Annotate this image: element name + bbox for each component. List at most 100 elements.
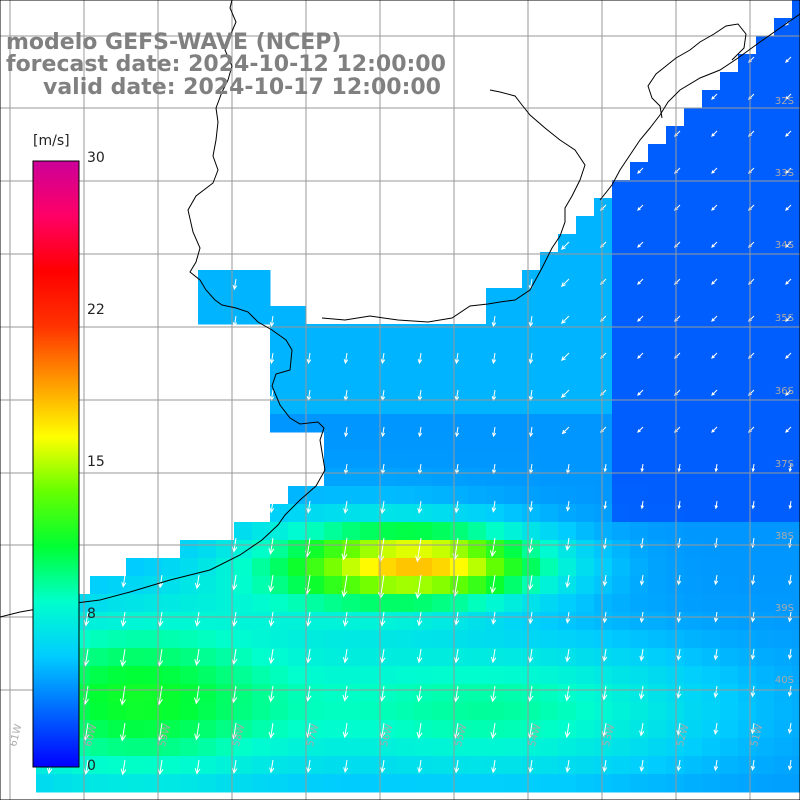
wind-cell	[666, 414, 685, 433]
wind-cell	[144, 612, 163, 631]
wind-cell	[540, 702, 559, 721]
wind-arrow	[343, 352, 349, 365]
wind-cell	[108, 666, 127, 685]
wind-cell	[684, 720, 703, 739]
wind-cell	[414, 774, 433, 793]
wind-cell	[450, 594, 469, 613]
wind-cell	[342, 486, 361, 505]
wind-arrow	[601, 685, 608, 701]
wind-cell	[180, 666, 199, 685]
wind-cell	[558, 342, 577, 361]
wind-cell	[684, 594, 703, 613]
wind-cell	[756, 288, 775, 307]
wind-cell	[756, 126, 775, 145]
wind-cell	[450, 648, 469, 667]
wind-cell	[306, 648, 325, 667]
wind-cell	[324, 414, 343, 433]
wind-cell	[468, 378, 487, 397]
wind-arrow	[785, 241, 792, 248]
wind-cell	[504, 342, 523, 361]
wind-cell	[594, 576, 613, 595]
wind-cell	[198, 612, 217, 631]
wind-cell	[468, 450, 487, 469]
wind-cell	[612, 648, 631, 667]
wind-cell	[288, 324, 307, 343]
wind-cell	[594, 324, 613, 343]
wind-cell	[540, 576, 559, 595]
wind-cell	[558, 360, 577, 379]
wind-cell	[612, 558, 631, 577]
wind-cell	[720, 252, 739, 271]
wind-cell	[702, 540, 721, 559]
wind-cell	[666, 180, 685, 199]
wind-cell	[504, 468, 523, 487]
wind-cell	[738, 342, 757, 361]
wind-cell	[630, 378, 649, 397]
wind-cell	[378, 522, 397, 541]
wind-cell	[198, 288, 217, 307]
wind-cell	[684, 522, 703, 541]
wind-cell	[234, 684, 253, 703]
wind-cell	[270, 648, 289, 667]
wind-cell	[504, 720, 523, 739]
wind-cell	[126, 720, 145, 739]
wind-cell	[738, 522, 757, 541]
wind-cell	[450, 504, 469, 523]
wind-cell	[252, 306, 271, 325]
wind-cell	[342, 342, 361, 361]
wind-cell	[522, 270, 541, 289]
wind-cell	[504, 630, 523, 649]
wind-cell	[54, 774, 73, 793]
wind-cell	[306, 558, 325, 577]
wind-arrow	[269, 352, 275, 365]
wind-cell	[738, 738, 757, 757]
wind-cell	[306, 342, 325, 361]
wind-cell	[792, 54, 800, 73]
wind-cell	[108, 576, 127, 595]
wind-cell	[666, 738, 685, 757]
wind-cell	[720, 342, 739, 361]
wind-cell	[792, 72, 800, 91]
wind-cell	[288, 414, 307, 433]
wind-cell	[414, 324, 433, 343]
wind-cell	[648, 594, 667, 613]
wind-cell	[576, 342, 595, 361]
wind-cell	[522, 648, 541, 667]
wind-cell	[324, 468, 343, 487]
wind-cell	[162, 558, 181, 577]
wind-cell	[702, 702, 721, 721]
wind-cell	[720, 450, 739, 469]
wind-cell	[198, 774, 217, 793]
wind-cell	[612, 612, 631, 631]
wind-cell	[774, 216, 793, 235]
wind-arrow	[269, 315, 275, 328]
wind-cell	[486, 306, 505, 325]
wind-cell	[774, 198, 793, 217]
wind-cell	[270, 414, 289, 433]
wind-cell	[180, 774, 199, 793]
wind-cell	[774, 594, 793, 613]
wind-cell	[324, 342, 343, 361]
wind-arrow	[714, 500, 718, 510]
wind-arrow	[121, 574, 127, 588]
wind-cell	[468, 486, 487, 505]
wind-cell	[162, 774, 181, 793]
wind-cell	[414, 360, 433, 379]
wind-cell	[270, 774, 289, 793]
wind-cell	[414, 666, 433, 685]
wind-cell	[684, 630, 703, 649]
wind-arrow	[416, 722, 423, 739]
wind-cell	[774, 90, 793, 109]
wind-arrow	[560, 389, 570, 399]
wind-cell	[720, 180, 739, 199]
wind-cell	[720, 414, 739, 433]
wind-cell	[522, 450, 541, 469]
wind-cell	[738, 324, 757, 343]
wind-cell	[558, 486, 577, 505]
wind-arrow	[751, 500, 755, 510]
wind-cell	[738, 558, 757, 577]
wind-cell	[666, 198, 685, 217]
wind-cell	[270, 702, 289, 721]
wind-cell	[324, 612, 343, 631]
wind-cell	[594, 486, 613, 505]
